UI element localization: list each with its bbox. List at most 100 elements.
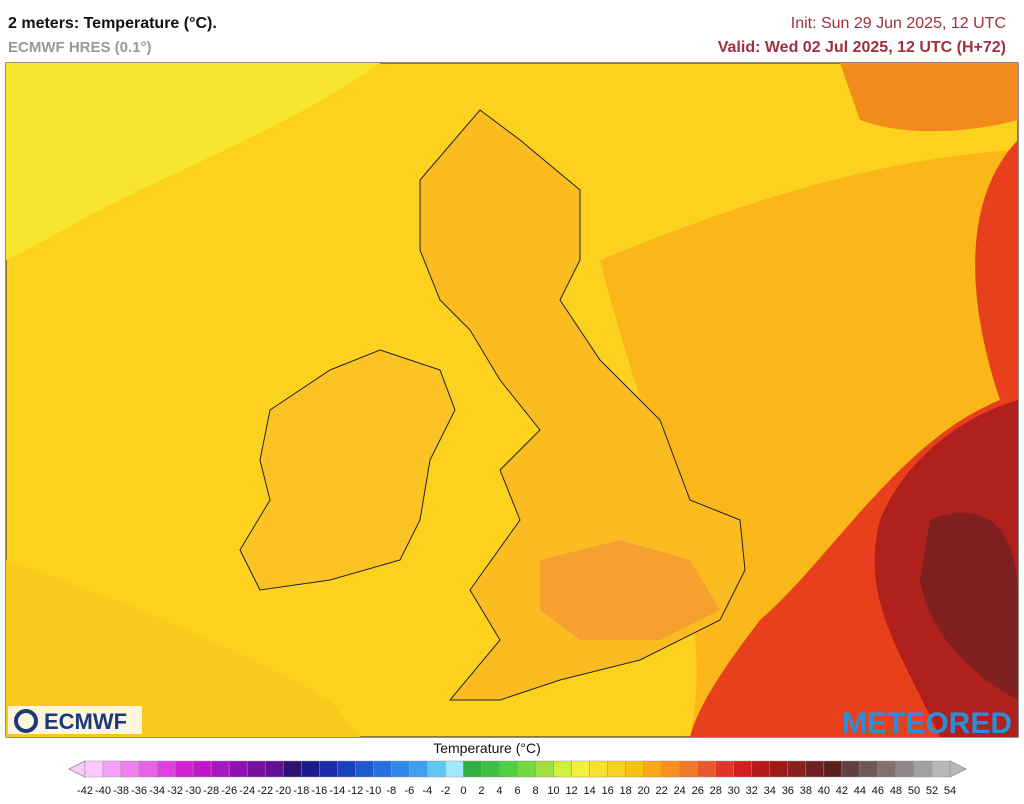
colorbar-swatch bbox=[427, 760, 446, 778]
map bbox=[5, 62, 1019, 738]
colorbar-label: 16 bbox=[601, 785, 613, 797]
colorbar-label: -14 bbox=[329, 785, 345, 797]
colorbar-swatch bbox=[120, 760, 140, 778]
colorbar-label: 0 bbox=[460, 785, 466, 797]
colorbar-label: -32 bbox=[167, 785, 183, 797]
cool-sea bbox=[6, 63, 380, 260]
colorbar-label: 52 bbox=[926, 785, 938, 797]
colorbar-label: -24 bbox=[239, 785, 255, 797]
colorbar-label: 10 bbox=[547, 785, 559, 797]
colorbar-label: 22 bbox=[656, 785, 668, 797]
legend-title: Temperature (°C) bbox=[433, 740, 541, 756]
colorbar-swatch bbox=[282, 760, 302, 778]
colorbar-label: -12 bbox=[347, 785, 363, 797]
colorbar-label: 12 bbox=[565, 785, 577, 797]
colorbar-label: -28 bbox=[203, 785, 219, 797]
colorbar-label: 36 bbox=[782, 785, 794, 797]
logo-icon bbox=[14, 709, 38, 733]
colorbar-swatch bbox=[463, 760, 482, 778]
colorbar-swatch bbox=[571, 760, 590, 778]
colorbar-swatch bbox=[841, 760, 861, 778]
colorbar-label: 50 bbox=[908, 785, 920, 797]
colorbar-label: 2 bbox=[478, 785, 484, 797]
colorbar-label: -20 bbox=[275, 785, 291, 797]
colorbar-label: -36 bbox=[131, 785, 147, 797]
colorbar-end bbox=[949, 760, 968, 778]
colorbar-label: -6 bbox=[404, 785, 414, 797]
colorbar-swatch bbox=[733, 760, 753, 778]
colorbar-swatch bbox=[102, 760, 122, 778]
colorbar-label: 46 bbox=[872, 785, 884, 797]
colorbar-swatch bbox=[319, 760, 338, 778]
colorbar-label: 42 bbox=[836, 785, 848, 797]
colorbar-swatch bbox=[787, 760, 807, 778]
colorbar-label: -30 bbox=[185, 785, 201, 797]
colorbar-swatch bbox=[607, 760, 626, 778]
valid-time: Valid: Wed 02 Jul 2025, 12 UTC (H+72) bbox=[718, 39, 1006, 56]
colorbar-label: 28 bbox=[710, 785, 722, 797]
colorbar-swatch bbox=[535, 760, 554, 778]
colorbar-label: 26 bbox=[692, 785, 704, 797]
colorbar-swatch bbox=[301, 760, 320, 778]
colorbar-label: 48 bbox=[890, 785, 902, 797]
colorbar-label: -34 bbox=[149, 785, 165, 797]
colorbar-label: -4 bbox=[423, 785, 433, 797]
colorbar-label: -2 bbox=[441, 785, 451, 797]
colorbar-label: -16 bbox=[311, 785, 327, 797]
colorbar-swatch bbox=[156, 760, 176, 778]
colorbar-end bbox=[67, 760, 86, 778]
colorbar-label: -40 bbox=[95, 785, 111, 797]
colorbar-swatch bbox=[823, 760, 843, 778]
colorbar-swatch bbox=[931, 760, 951, 778]
colorbar-label: 18 bbox=[620, 785, 632, 797]
colorbar-label: -8 bbox=[386, 785, 396, 797]
colorbar-swatch bbox=[553, 760, 572, 778]
colorbar-label: 4 bbox=[496, 785, 502, 797]
meteored-logo: METEORED bbox=[842, 707, 1012, 740]
colorbar-label: -18 bbox=[293, 785, 309, 797]
colorbar-swatch bbox=[174, 760, 194, 778]
colorbar-label: 34 bbox=[764, 785, 776, 797]
continent-hottest bbox=[920, 512, 1018, 700]
model: ECMWF HRES (0.1°) bbox=[8, 39, 152, 56]
sea-zone bbox=[6, 560, 360, 737]
colorbar-swatch bbox=[589, 760, 608, 778]
colorbar-label: 30 bbox=[728, 785, 740, 797]
colorbar-swatch bbox=[715, 760, 735, 778]
colorbar-label: 6 bbox=[514, 785, 520, 797]
init-time: Init: Sun 29 Jun 2025, 12 UTC bbox=[791, 15, 1006, 32]
colorbar-swatch bbox=[481, 760, 500, 778]
colorbar-swatch bbox=[409, 760, 428, 778]
warm-england bbox=[540, 540, 720, 640]
colorbar-swatch bbox=[661, 760, 680, 778]
colorbar-label: 8 bbox=[532, 785, 538, 797]
colorbar-swatch bbox=[517, 760, 536, 778]
colorbar-swatch bbox=[625, 760, 644, 778]
ecmwf-logo: ECMWF bbox=[8, 706, 142, 734]
colorbar-swatch bbox=[859, 760, 879, 778]
scandinavia bbox=[840, 63, 1018, 132]
colorbar-swatch bbox=[913, 760, 933, 778]
colorbar-label: 24 bbox=[674, 785, 686, 797]
colorbar-swatch bbox=[895, 760, 915, 778]
colorbar-label: 20 bbox=[638, 785, 650, 797]
colorbar-swatch bbox=[499, 760, 518, 778]
colorbar-label: -10 bbox=[365, 785, 381, 797]
colorbar-swatch bbox=[84, 760, 104, 778]
colorbar-swatch bbox=[445, 760, 464, 778]
colorbar-label: 32 bbox=[746, 785, 758, 797]
colorbar-swatch bbox=[228, 760, 248, 778]
colorbar-swatch bbox=[643, 760, 662, 778]
colorbar: -42 -40 -38 -36 -34 -32 -30 -28 -26 -24 -22 -20 -18-… bbox=[67, 760, 968, 797]
colorbar-swatch bbox=[337, 760, 356, 778]
colorbar-label: 14 bbox=[583, 785, 595, 797]
ireland bbox=[239, 349, 456, 591]
logo-text: ECMWF bbox=[44, 709, 127, 734]
colorbar-swatch bbox=[355, 760, 374, 778]
colorbar-swatch bbox=[210, 760, 230, 778]
colorbar-swatch bbox=[679, 760, 698, 778]
colorbar-swatch bbox=[697, 760, 716, 778]
colorbar-swatch bbox=[751, 760, 771, 778]
colorbar-swatch bbox=[264, 760, 284, 778]
